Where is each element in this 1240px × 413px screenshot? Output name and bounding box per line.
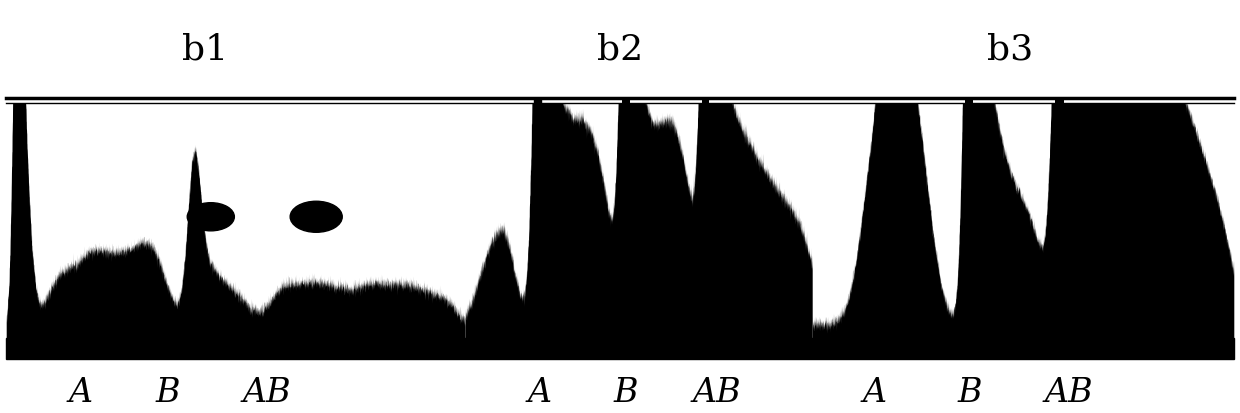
- Text: B: B: [614, 376, 639, 408]
- Text: b3: b3: [987, 33, 1034, 66]
- Text: B: B: [957, 376, 982, 408]
- Bar: [6, 339, 1234, 359]
- Text: A: A: [862, 376, 887, 408]
- Text: B: B: [155, 376, 180, 408]
- Ellipse shape: [187, 203, 234, 231]
- Text: A: A: [527, 376, 552, 408]
- Text: AB: AB: [1044, 376, 1094, 408]
- Text: b2: b2: [596, 33, 644, 66]
- Text: A: A: [68, 376, 93, 408]
- Ellipse shape: [290, 202, 342, 233]
- Text: AB: AB: [692, 376, 742, 408]
- Text: b1: b1: [181, 33, 228, 66]
- Text: AB: AB: [242, 376, 291, 408]
